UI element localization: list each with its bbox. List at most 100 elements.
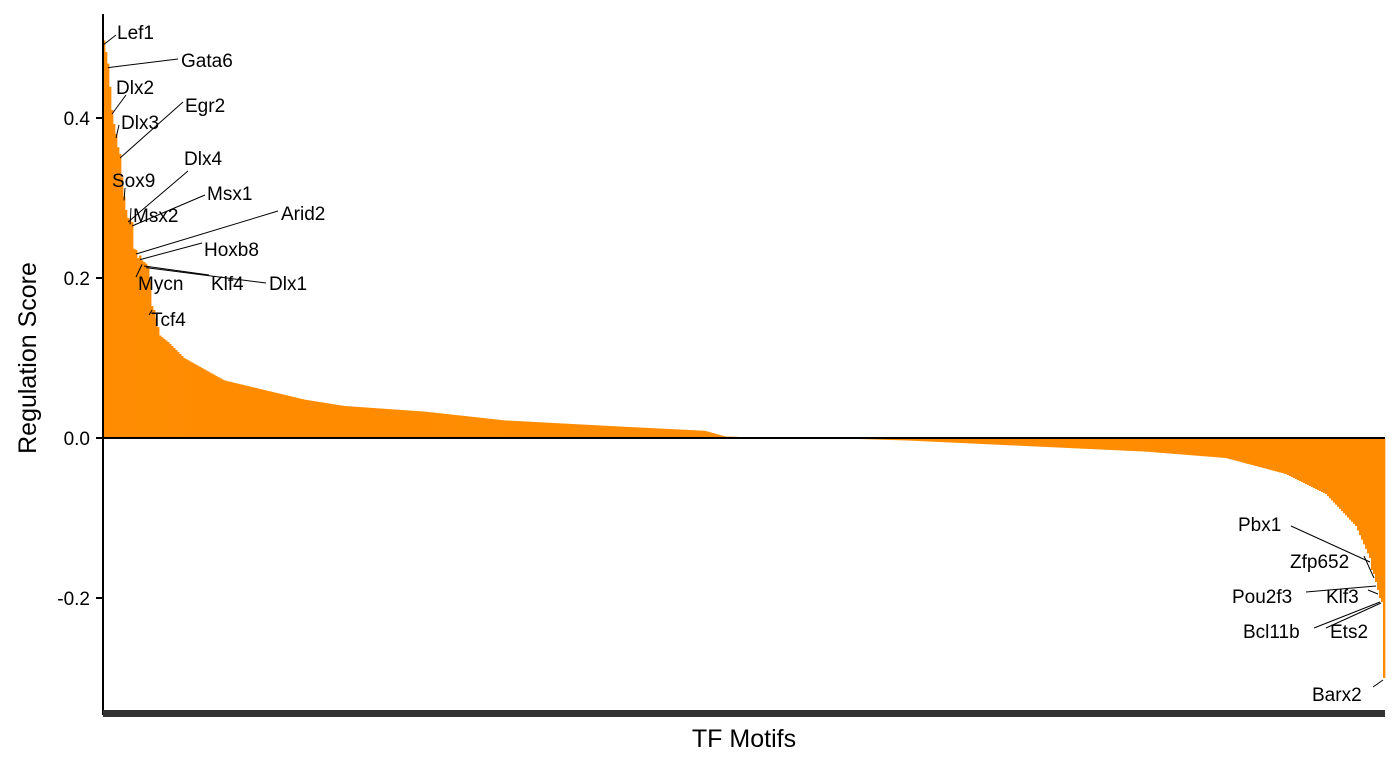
bar	[1294, 438, 1298, 479]
bar	[994, 438, 997, 445]
bar	[413, 410, 416, 438]
bar	[1242, 438, 1246, 463]
bar	[559, 423, 563, 438]
bar	[315, 401, 318, 438]
bar	[623, 426, 627, 438]
bar	[1318, 438, 1322, 491]
gene-label: Barx2	[1312, 685, 1362, 706]
bar	[391, 409, 394, 438]
label-leader-line	[107, 58, 179, 69]
bar	[1172, 438, 1176, 454]
bar	[1168, 438, 1172, 454]
bar	[293, 397, 296, 438]
bar	[125, 210, 128, 438]
bar	[183, 358, 186, 438]
label-leader-line	[103, 34, 117, 45]
bar	[1020, 438, 1023, 446]
bar	[417, 411, 420, 438]
label-leader-line	[131, 194, 206, 227]
bar	[1252, 438, 1256, 466]
bar	[329, 403, 332, 438]
bar	[1038, 438, 1041, 447]
bar	[1184, 438, 1188, 455]
bar	[914, 438, 917, 441]
y-tick-label: 0.4	[64, 109, 91, 130]
bar	[309, 400, 312, 438]
bar	[585, 424, 589, 438]
bar	[972, 438, 975, 444]
bar	[1376, 438, 1380, 590]
label-leader-line	[1363, 555, 1375, 579]
bar	[233, 382, 236, 438]
bar	[1146, 438, 1149, 452]
bar	[918, 438, 921, 442]
bar	[1324, 438, 1328, 494]
bar	[375, 408, 378, 438]
bar	[1348, 438, 1352, 520]
bar	[529, 421, 533, 438]
bar	[587, 424, 591, 438]
bar	[153, 310, 156, 438]
bar	[1284, 438, 1288, 474]
bar	[627, 427, 631, 438]
bar	[673, 429, 677, 438]
bar	[1378, 438, 1382, 598]
bar	[643, 427, 647, 438]
bar	[693, 430, 697, 438]
bar	[669, 429, 673, 438]
bar	[541, 422, 545, 438]
bar	[633, 427, 637, 438]
bar	[227, 381, 230, 438]
bar	[1046, 438, 1049, 448]
bar	[365, 407, 368, 438]
bar	[373, 408, 376, 438]
bar	[651, 428, 655, 438]
gene-label: Sox9	[112, 171, 155, 192]
bar	[719, 435, 723, 438]
bar	[699, 430, 703, 438]
bar	[1034, 438, 1037, 447]
bar	[1124, 438, 1127, 451]
bar	[295, 397, 298, 438]
bar	[713, 433, 717, 438]
bar	[1076, 438, 1079, 449]
bar	[1216, 438, 1220, 458]
bar	[611, 426, 615, 438]
bar	[157, 327, 160, 438]
bar	[1240, 438, 1244, 463]
bar	[968, 438, 971, 444]
bar	[1050, 438, 1053, 448]
bar	[1270, 438, 1274, 471]
gene-label: Arid2	[281, 204, 325, 225]
bar	[389, 409, 392, 438]
label-leader-line	[143, 265, 210, 276]
bar	[1144, 438, 1147, 452]
bar	[1022, 438, 1025, 446]
bar	[1106, 438, 1109, 450]
bar	[960, 438, 963, 444]
bar	[1188, 438, 1192, 456]
bar	[685, 429, 689, 438]
bar	[966, 438, 969, 444]
bar	[377, 408, 380, 438]
bar	[1290, 438, 1294, 477]
bar	[519, 421, 522, 438]
bar	[677, 429, 681, 438]
bar	[143, 262, 146, 438]
gene-label: Bcl11b	[1243, 622, 1300, 643]
bar	[1134, 438, 1137, 452]
bar	[481, 417, 484, 438]
bar	[920, 438, 923, 442]
x-axis-title: TF Motifs	[692, 725, 796, 753]
bar	[305, 399, 308, 438]
bar	[471, 416, 474, 438]
bar	[1012, 438, 1015, 446]
bar	[593, 425, 597, 438]
bar	[609, 426, 613, 438]
bar	[1292, 438, 1296, 478]
bar	[469, 416, 472, 438]
bar	[896, 438, 899, 441]
bar	[555, 423, 559, 438]
bar	[1072, 438, 1075, 449]
